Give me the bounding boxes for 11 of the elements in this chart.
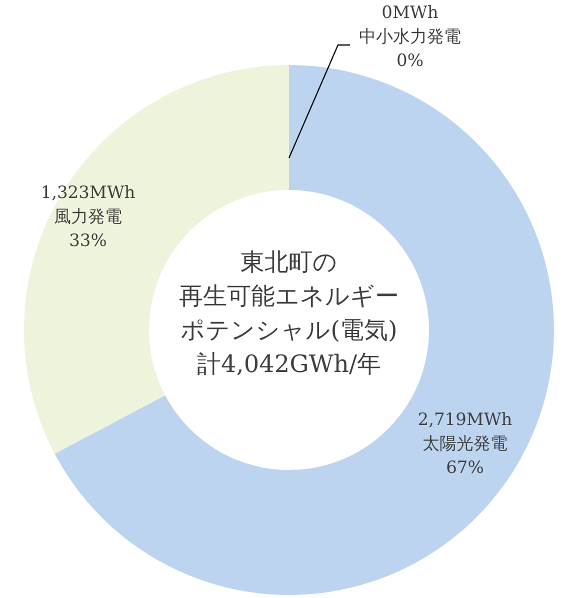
slice-label: 太陽光発電 <box>422 434 508 454</box>
text: 0MWh <box>382 3 438 23</box>
text: 33% <box>69 231 107 251</box>
data-label: 1,323MWh <box>40 183 136 203</box>
text: 計4,042GWh/年 <box>196 350 382 378</box>
text: 東北町の再生可能エネルギーポテンシャル(電気) <box>179 248 399 344</box>
text: 0% <box>396 51 424 71</box>
category-label: 中小水力発電 <box>359 27 461 47</box>
data-label: 2,719MWh <box>418 410 512 430</box>
slice-label: 風力発電 <box>54 207 122 227</box>
text: 67% <box>446 458 484 478</box>
